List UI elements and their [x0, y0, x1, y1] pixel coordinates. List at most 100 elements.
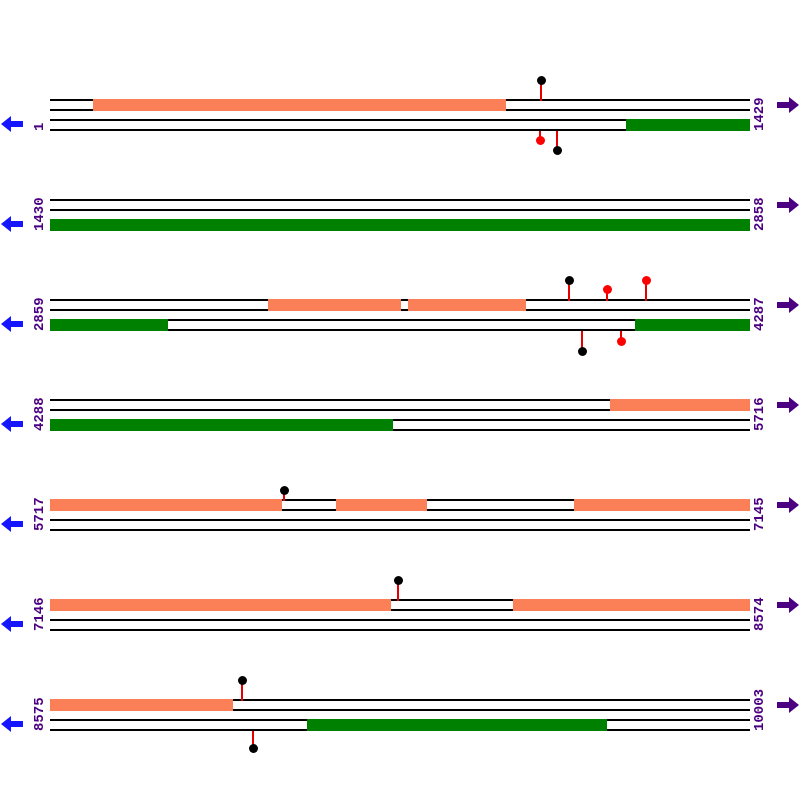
marker-dot-red[interactable] [536, 136, 545, 145]
scroll-right-button-glyph [777, 397, 799, 413]
row-start-coordinate: 1 [32, 122, 48, 131]
row-end-coordinate: 2858 [752, 197, 768, 231]
track-line [50, 529, 750, 531]
scroll-right-button-glyph [777, 297, 799, 313]
scroll-right-button[interactable] [777, 597, 799, 613]
reverse-feature-bar[interactable] [307, 719, 607, 731]
row-end-coordinate: 5716 [752, 397, 768, 431]
marker-stem [606, 289, 608, 301]
forward-feature-bar[interactable] [50, 599, 391, 611]
scroll-left-button[interactable] [1, 716, 23, 732]
row-start-coordinate: 2859 [32, 297, 48, 331]
scroll-left-button-glyph [1, 616, 23, 632]
track-line [50, 319, 750, 321]
forward-feature-bar[interactable] [50, 699, 233, 711]
forward-feature-bar[interactable] [574, 499, 750, 511]
track-line [50, 429, 750, 431]
marker-stem [620, 331, 622, 341]
track-line [50, 629, 750, 631]
track-line [50, 119, 750, 121]
track-line [50, 209, 750, 211]
reverse-feature-bar[interactable] [635, 319, 750, 331]
forward-feature-bar[interactable] [93, 99, 506, 111]
row-start-coordinate: 1430 [32, 197, 48, 231]
scroll-left-button[interactable] [1, 316, 23, 332]
forward-feature-bar[interactable] [268, 299, 401, 311]
scroll-left-button[interactable] [1, 116, 23, 132]
row-end-coordinate: 8574 [752, 597, 768, 631]
marker-dot-black[interactable] [537, 76, 546, 85]
scroll-left-button[interactable] [1, 516, 23, 532]
marker-stem [241, 680, 243, 701]
track-line [50, 419, 750, 421]
row-end-coordinate: 4287 [752, 297, 768, 331]
marker-dot-black[interactable] [280, 486, 289, 495]
scroll-right-button[interactable] [777, 697, 799, 713]
scroll-right-button[interactable] [777, 97, 799, 113]
scroll-left-button[interactable] [1, 616, 23, 632]
scroll-left-button-glyph [1, 116, 23, 132]
scroll-left-button-glyph [1, 216, 23, 232]
forward-feature-bar[interactable] [513, 599, 750, 611]
reverse-feature-bar[interactable] [626, 119, 750, 131]
marker-dot-black[interactable] [578, 347, 587, 356]
marker-stem [283, 490, 285, 501]
scroll-left-button-glyph [1, 316, 23, 332]
marker-stem [397, 580, 399, 601]
scroll-right-button-glyph [777, 97, 799, 113]
track-line [50, 699, 750, 701]
scroll-right-button-glyph [777, 197, 799, 213]
marker-dot-black[interactable] [553, 146, 562, 155]
marker-stem [252, 731, 254, 748]
scroll-right-button-glyph [777, 697, 799, 713]
scroll-right-button[interactable] [777, 297, 799, 313]
track-line [50, 599, 750, 601]
scroll-left-button-glyph [1, 716, 23, 732]
reverse-feature-bar[interactable] [50, 219, 750, 231]
marker-stem [581, 331, 583, 351]
reverse-feature-bar[interactable] [50, 419, 393, 431]
forward-feature-bar[interactable] [50, 499, 282, 511]
marker-dot-red[interactable] [642, 276, 651, 285]
track-line [50, 619, 750, 621]
scroll-left-button-glyph [1, 416, 23, 432]
marker-stem [539, 131, 541, 140]
scroll-right-button-glyph [777, 597, 799, 613]
track-line [50, 199, 750, 201]
scroll-right-button[interactable] [777, 397, 799, 413]
marker-dot-black[interactable] [394, 576, 403, 585]
track-line [50, 399, 750, 401]
marker-dot-red[interactable] [617, 337, 626, 346]
row-start-coordinate: 8575 [32, 697, 48, 731]
track-line [50, 709, 750, 711]
scroll-left-button[interactable] [1, 216, 23, 232]
marker-stem [540, 80, 542, 101]
track-line [50, 519, 750, 521]
row-start-coordinate: 4288 [32, 397, 48, 431]
row-end-coordinate: 7145 [752, 497, 768, 531]
forward-feature-bar[interactable] [336, 499, 427, 511]
scroll-left-button[interactable] [1, 416, 23, 432]
scroll-right-button[interactable] [777, 197, 799, 213]
row-start-coordinate: 7146 [32, 597, 48, 631]
row-end-coordinate: 1429 [752, 97, 768, 131]
row-start-coordinate: 5717 [32, 497, 48, 531]
track-line [50, 329, 750, 331]
forward-feature-bar[interactable] [408, 299, 526, 311]
track-line [50, 609, 750, 611]
forward-feature-bar[interactable] [610, 399, 750, 411]
scroll-right-button[interactable] [777, 497, 799, 513]
marker-dot-black[interactable] [238, 676, 247, 685]
scroll-left-button-glyph [1, 516, 23, 532]
marker-stem [645, 280, 647, 301]
scroll-right-button-glyph [777, 497, 799, 513]
marker-dot-black[interactable] [249, 744, 258, 753]
reverse-feature-bar[interactable] [50, 319, 168, 331]
track-line [50, 129, 750, 131]
row-end-coordinate: 10003 [752, 688, 768, 731]
marker-dot-red[interactable] [603, 285, 612, 294]
marker-stem [556, 131, 558, 150]
marker-dot-black[interactable] [565, 276, 574, 285]
